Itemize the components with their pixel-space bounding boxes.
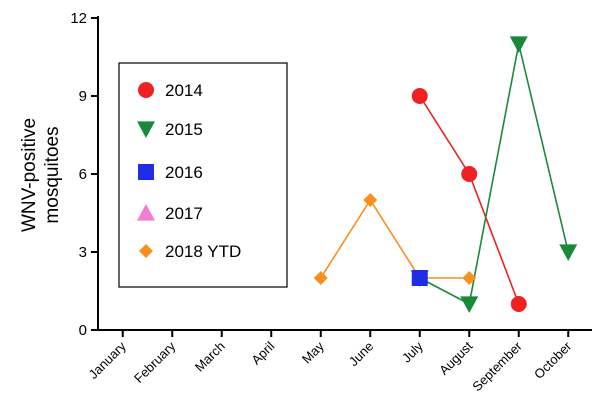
x-tick-label-october: October (531, 338, 575, 382)
point-2018-ytd-may (313, 271, 328, 285)
legend-marker-2016 (138, 164, 154, 180)
legend-marker-2017 (137, 204, 155, 221)
x-tick-label-april: April (248, 338, 277, 367)
legend-label-2015: 2015 (165, 120, 203, 139)
legend-label-2014: 2014 (165, 81, 203, 100)
y-tick-label-0: 0 (79, 322, 87, 339)
point-2016-july (411, 270, 428, 286)
legend-marker-2015 (137, 121, 155, 138)
x-tick-label-march: March (192, 339, 228, 375)
legend-label-2018-ytd: 2018 YTD (165, 242, 241, 261)
point-2018-ytd-june (363, 193, 378, 207)
y-axis-title-line-1: WNV-positive (19, 118, 40, 232)
x-tick-label-january: January (86, 338, 130, 382)
x-tick-label-september: September (469, 338, 525, 394)
point-2014-august (461, 166, 478, 182)
point-2015-october (559, 244, 578, 261)
y-axis-title-line-2: mosquitoes (42, 126, 63, 223)
series-lines (320, 43, 570, 306)
y-tick-label-3: 3 (79, 244, 87, 261)
x-tick-label-june: June (346, 339, 377, 370)
legend-marker-2014 (138, 82, 154, 98)
legend: 2014 2015 2016 2017 2018 YTD (118, 62, 288, 288)
point-2014-september (510, 296, 527, 312)
y-tick-label-12: 12 (70, 10, 87, 27)
point-2015-august (460, 296, 479, 313)
y-tick-label-6: 6 (79, 166, 87, 183)
y-tick-label-9: 9 (79, 88, 87, 105)
legend-marker-2018-ytd (139, 244, 153, 258)
point-2014-july (411, 88, 428, 104)
legend-label-2017: 2017 (165, 204, 203, 223)
x-tick-label-august: August (436, 338, 475, 377)
series-line-2018-ytd (320, 198, 470, 279)
y-axis-title: WNV-positive mosquitoes (19, 118, 63, 232)
legend-label-2016: 2016 (165, 163, 203, 182)
x-tick-label-february: February (131, 338, 179, 386)
point-2015-september (509, 36, 528, 53)
x-tick-label-july: July (399, 338, 426, 365)
x-tick-label-may: May (299, 338, 327, 366)
series-line-2015 (419, 43, 570, 306)
series-markers (313, 36, 578, 313)
point-2018-ytd-august (462, 271, 477, 285)
